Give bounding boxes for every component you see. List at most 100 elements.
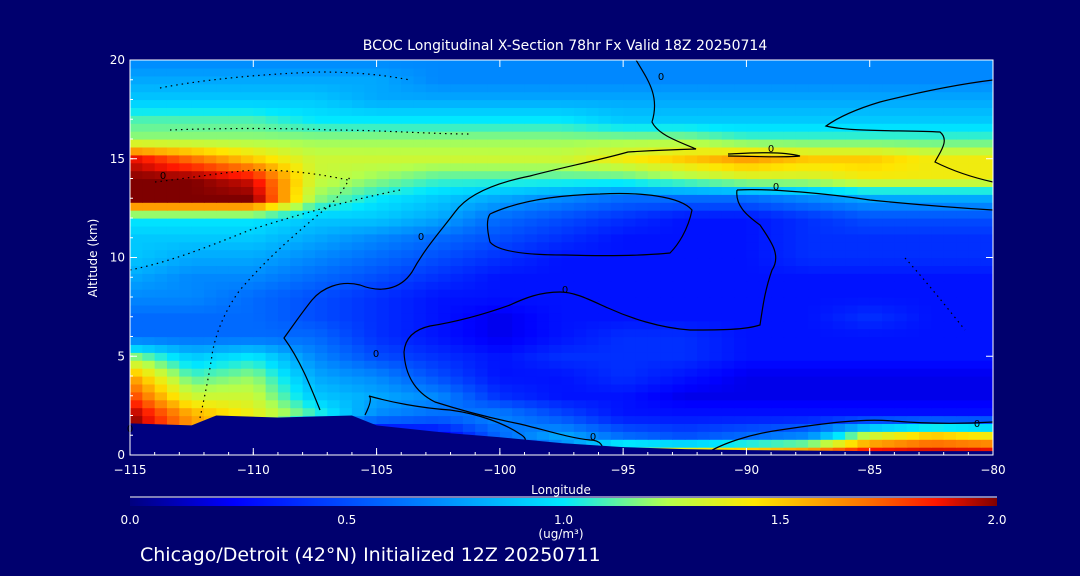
heat-cell <box>203 178 217 187</box>
heat-cell <box>191 162 205 172</box>
heat-cell <box>906 146 920 156</box>
heat-cell <box>660 75 674 85</box>
heat-cell <box>980 123 993 132</box>
heat-cell <box>376 225 390 235</box>
heat-cell <box>931 423 945 432</box>
heat-cell <box>524 376 538 385</box>
heat-cell <box>327 91 341 101</box>
heat-cell <box>253 194 267 203</box>
heat-cell <box>857 415 871 424</box>
heat-cell <box>450 139 464 148</box>
heat-cell <box>857 391 871 401</box>
heat-cell <box>980 447 993 455</box>
heat-cell <box>697 352 711 361</box>
heat-cell <box>536 407 550 417</box>
heat-cell <box>894 146 908 156</box>
heat-cell <box>450 281 464 290</box>
heat-cell <box>351 399 365 409</box>
heat-cell <box>166 225 180 235</box>
heat-cell <box>499 146 513 156</box>
heat-cell <box>709 60 723 69</box>
heat-cell <box>610 391 624 401</box>
heat-cell <box>906 391 920 401</box>
heat-cell <box>882 265 895 274</box>
heat-cell <box>610 297 624 306</box>
heat-cell <box>623 75 637 85</box>
heat-cell <box>795 352 809 361</box>
heat-cell <box>931 439 945 448</box>
heat-cell <box>277 139 291 148</box>
heat-cell <box>697 344 711 353</box>
heat-cell <box>351 360 365 369</box>
heat-cell <box>425 391 439 401</box>
heat-cell <box>265 344 279 353</box>
heat-cell <box>783 265 797 274</box>
heat-cell <box>795 257 809 266</box>
heat-cell <box>536 131 550 140</box>
heat-cell <box>142 194 156 203</box>
heat-cell <box>610 336 624 345</box>
heat-cell <box>931 60 945 69</box>
heat-cell <box>376 178 390 187</box>
heat-cell <box>191 154 205 164</box>
heat-cell <box>869 186 883 195</box>
heat-cell <box>832 170 846 180</box>
heat-cell <box>413 415 427 424</box>
heat-cell <box>598 225 612 235</box>
heat-cell <box>339 320 353 330</box>
heat-cell <box>561 376 575 385</box>
heat-cell <box>919 249 932 259</box>
heat-cell <box>327 360 341 369</box>
heat-cell <box>166 273 180 282</box>
heat-cell <box>450 328 464 338</box>
heat-cell <box>746 423 760 432</box>
heat-cell <box>869 170 883 180</box>
heat-cell <box>660 304 674 314</box>
heat-cell <box>154 289 168 298</box>
heat-cell <box>549 344 563 353</box>
heat-cell <box>906 178 920 187</box>
heat-cell <box>906 241 920 251</box>
heat-cell <box>758 304 772 314</box>
heat-cell <box>758 123 772 132</box>
heat-cell <box>142 383 156 393</box>
heat-cell <box>783 391 797 401</box>
heat-cell <box>302 312 316 322</box>
heat-cell <box>142 415 156 424</box>
heat-cell <box>203 289 217 298</box>
heat-cell <box>339 225 353 235</box>
heat-cell <box>919 281 932 290</box>
heat-cell <box>142 257 156 266</box>
heat-cell <box>598 273 612 282</box>
heat-cell <box>808 344 821 353</box>
heat-cell <box>734 241 748 251</box>
heat-cell <box>166 83 180 93</box>
heat-cell <box>561 257 575 266</box>
heat-cell <box>660 170 674 180</box>
heat-cell <box>536 297 550 306</box>
heat-cell <box>364 67 378 77</box>
heat-cell <box>425 265 439 274</box>
heat-cell <box>573 320 587 330</box>
heat-cell <box>894 91 908 101</box>
heat-cell <box>758 75 772 85</box>
heat-cell <box>277 131 291 140</box>
heat-cell <box>943 336 957 345</box>
heat-cell <box>919 83 932 93</box>
heat-cell <box>277 399 291 409</box>
heat-cell <box>327 146 341 156</box>
heat-cell <box>968 257 982 266</box>
heat-cell <box>758 162 772 172</box>
heat-cell <box>956 399 969 409</box>
heat-cell <box>179 178 193 187</box>
heat-cell <box>906 415 920 424</box>
heat-cell <box>425 249 439 259</box>
heat-cell <box>943 210 957 219</box>
heat-cell <box>376 249 390 259</box>
heat-cell <box>845 225 858 235</box>
heat-cell <box>672 431 686 440</box>
heat-cell <box>524 210 538 219</box>
heat-cell <box>277 194 291 203</box>
heat-cell <box>771 131 785 140</box>
heat-cell <box>314 352 328 361</box>
